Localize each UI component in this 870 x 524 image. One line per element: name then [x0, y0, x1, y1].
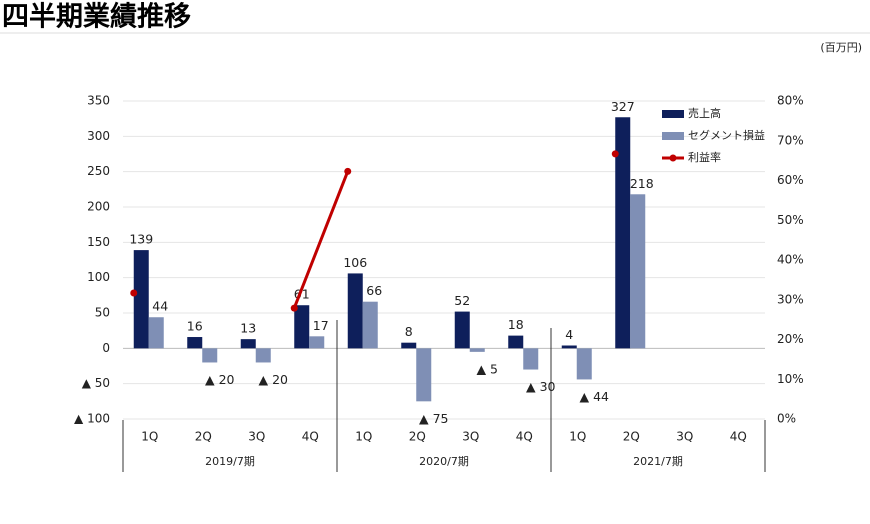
- value-label: ▲ 30: [526, 379, 556, 394]
- y2-tick-label: 80%: [777, 94, 804, 108]
- unit-label: (百万円): [820, 41, 862, 54]
- y2-tick-label: 30%: [777, 292, 804, 306]
- bar: [630, 194, 646, 349]
- value-label: 66: [366, 283, 382, 298]
- legend-label: 利益率: [688, 150, 721, 164]
- y2-tick-label: 50%: [777, 213, 804, 227]
- y-tick-label: 150: [87, 235, 110, 249]
- value-label: 218: [630, 176, 654, 191]
- line-point: [290, 304, 298, 312]
- group-label: 2019/7期: [205, 455, 255, 468]
- bar: [576, 348, 592, 380]
- bar: [240, 339, 256, 349]
- bar: [561, 345, 577, 349]
- x-tick-label: 2Q: [623, 430, 640, 444]
- y-tick-label: ▲ 50: [82, 376, 110, 390]
- bar: [401, 342, 417, 349]
- bar: [148, 317, 164, 349]
- y2-tick-label: 60%: [777, 173, 804, 187]
- bar: [294, 305, 310, 349]
- line-point: [611, 150, 619, 158]
- value-label: 13: [240, 321, 256, 336]
- x-tick-label: 1Q: [355, 430, 372, 444]
- value-label: 106: [343, 255, 367, 270]
- value-label: ▲ 44: [580, 389, 610, 404]
- x-tick-label: 3Q: [248, 430, 265, 444]
- bar: [416, 348, 432, 402]
- legend-label: セグメント損益: [688, 128, 765, 142]
- x-tick-label: 4Q: [516, 430, 533, 444]
- value-label: 18: [508, 317, 524, 332]
- group-label: 2020/7期: [419, 455, 469, 468]
- y2-tick-label: 40%: [777, 253, 804, 267]
- y-tick-label: 250: [87, 164, 110, 178]
- value-label: 139: [129, 232, 153, 247]
- x-tick-label: 4Q: [730, 430, 747, 444]
- y2-tick-label: 70%: [777, 133, 804, 147]
- bar: [615, 117, 631, 349]
- x-tick-label: 3Q: [676, 430, 693, 444]
- x-tick-label: 3Q: [462, 430, 479, 444]
- x-tick-label: 1Q: [141, 430, 158, 444]
- bar: [347, 273, 363, 349]
- value-label: 17: [313, 318, 329, 333]
- y-tick-label: 300: [87, 129, 110, 143]
- value-label: 4: [565, 327, 573, 342]
- bar: [469, 348, 485, 352]
- y-tick-label: 200: [87, 200, 110, 214]
- legend-label: 売上高: [688, 106, 721, 120]
- value-label: ▲ 20: [259, 372, 289, 387]
- bar: [309, 336, 325, 349]
- value-label: ▲ 20: [205, 372, 235, 387]
- bar: [187, 337, 203, 349]
- value-label: 44: [152, 299, 168, 314]
- y-tick-label: 0: [102, 341, 110, 355]
- bar: [133, 250, 149, 349]
- x-tick-label: 2Q: [409, 430, 426, 444]
- y-tick-label: 350: [87, 94, 110, 108]
- chart-title: 四半期業績推移: [2, 1, 191, 33]
- bar: [202, 348, 218, 363]
- x-tick-label: 4Q: [302, 430, 319, 444]
- line-point: [344, 167, 352, 175]
- y-tick-label: 50: [95, 306, 110, 320]
- y-tick-label: 100: [87, 270, 110, 284]
- group-label: 2021/7期: [633, 455, 683, 468]
- bar: [523, 348, 539, 370]
- bar: [362, 301, 378, 349]
- y2-tick-label: 0%: [777, 412, 796, 426]
- value-label: ▲ 75: [419, 411, 449, 426]
- bar: [255, 348, 271, 363]
- legend-swatch: [669, 154, 677, 162]
- line-point: [130, 289, 138, 297]
- bar: [454, 311, 470, 349]
- bar: [508, 335, 524, 349]
- y2-tick-label: 10%: [777, 372, 804, 386]
- value-label: 327: [611, 99, 635, 114]
- value-label: ▲ 5: [476, 361, 498, 376]
- y-tick-label: ▲ 100: [74, 412, 110, 426]
- value-label: 52: [454, 293, 470, 308]
- line: [292, 170, 350, 309]
- value-label: 16: [187, 319, 203, 334]
- x-tick-label: 1Q: [569, 430, 586, 444]
- y2-tick-label: 20%: [777, 332, 804, 346]
- legend-swatch: [662, 132, 684, 140]
- legend-swatch: [662, 110, 684, 118]
- x-tick-label: 2Q: [195, 430, 212, 444]
- value-label: 8: [405, 324, 413, 339]
